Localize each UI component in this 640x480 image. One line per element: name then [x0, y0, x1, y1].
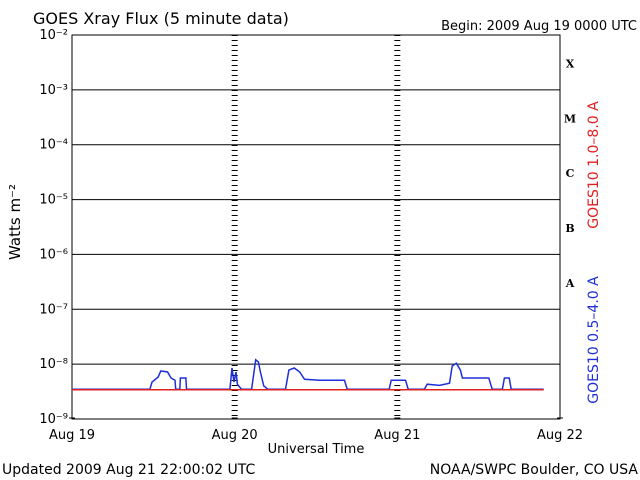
y-tick-label: 10⁻³ [39, 83, 68, 98]
x-tick-label: Aug 22 [537, 428, 583, 443]
x-tick-label: Aug 21 [374, 428, 420, 443]
y-tick-label: 10⁻⁹ [39, 412, 68, 427]
flare-class-label: C [566, 167, 575, 180]
y-tick-label: 10⁻² [39, 28, 68, 43]
flare-class-label: M [564, 112, 576, 125]
footer-left: Updated 2009 Aug 21 22:00:02 UTC [2, 462, 255, 478]
x-axis-label: Universal Time [268, 442, 365, 457]
chart-subtitle: Begin: 2009 Aug 19 0000 UTC [441, 19, 637, 34]
legend-label: GOES10 0.5–4.0 A [586, 276, 602, 404]
y-tick-label: 10⁻⁷ [39, 302, 68, 317]
y-tick-label: 10⁻⁵ [39, 193, 68, 208]
y-tick-label: 10⁻⁶ [39, 247, 68, 262]
legend-label: GOES10 1.0–8.0 A [586, 101, 602, 229]
x-tick-label: Aug 19 [49, 428, 95, 443]
plot-frame [71, 34, 561, 420]
chart-title: GOES Xray Flux (5 minute data) [33, 9, 289, 28]
footer-right: NOAA/SWPC Boulder, CO USA [430, 462, 639, 478]
y-axis-label: Watts m⁻² [6, 184, 24, 260]
flare-class-label: B [565, 222, 574, 235]
flare-class-label: X [566, 57, 575, 70]
x-tick-label: Aug 20 [212, 428, 258, 443]
y-tick-label: 10⁻⁴ [39, 138, 68, 153]
flare-class-label: A [565, 277, 575, 290]
y-tick-label: 10⁻⁸ [39, 357, 68, 372]
